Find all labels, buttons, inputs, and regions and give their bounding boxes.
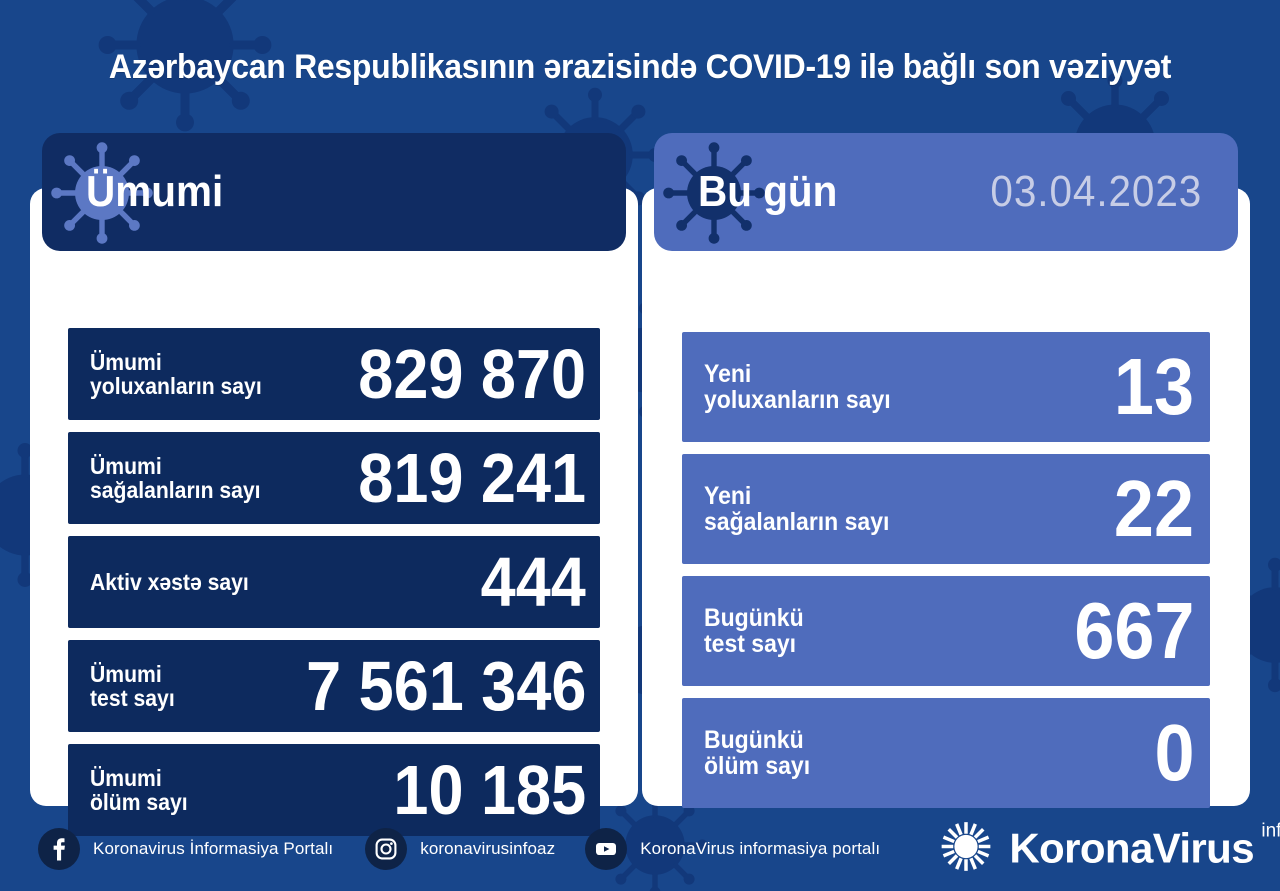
instagram-icon[interactable] bbox=[365, 827, 408, 870]
today-panel-header-label: Bu gün bbox=[698, 167, 838, 216]
social-link-instagram[interactable]: koronavirusinfoaz bbox=[365, 827, 556, 870]
social-label: Koronavirus İnformasiya Portalı bbox=[93, 838, 334, 858]
total-panel-header-label: Ümumi bbox=[86, 167, 224, 216]
social-label: KoronaVirus informasiya portalı bbox=[640, 838, 881, 858]
brand-logo[interactable]: KoronaVirus info bbox=[937, 817, 1280, 880]
stat-value: 829 870 bbox=[358, 334, 586, 413]
page-title-text: Azərbaycan Respublikasının ərazisində CO… bbox=[108, 48, 1172, 86]
stat-row: Yeni sağalanların sayı 22 bbox=[682, 454, 1210, 564]
stat-label: Ümumi test sayı bbox=[90, 660, 175, 711]
today-panel: Bu gün 03.04.2023 Yeni yoluxanların sayı… bbox=[642, 133, 1250, 808]
stat-value: 13 bbox=[1113, 342, 1194, 432]
stat-label: Yeni yoluxanların sayı bbox=[704, 359, 891, 414]
stat-value: 667 bbox=[1073, 586, 1194, 676]
stat-label: Ümumi yoluxanların sayı bbox=[90, 348, 262, 399]
stat-value: 819 241 bbox=[358, 438, 586, 517]
page-title: Azərbaycan Respublikasının ərazisində CO… bbox=[0, 48, 1280, 87]
stat-value: 444 bbox=[480, 542, 586, 621]
virus-icon bbox=[660, 139, 768, 247]
today-stats-list: Yeni yoluxanların sayı 13 Yeni sağalanla… bbox=[642, 188, 1250, 808]
stat-label: Yeni sağalanların sayı bbox=[704, 481, 890, 536]
social-label: koronavirusinfoaz bbox=[420, 838, 556, 858]
facebook-icon[interactable] bbox=[38, 827, 80, 870]
stat-label: Bugünkü test sayı bbox=[704, 603, 804, 658]
social-link-youtube[interactable]: KoronaVirus informasiya portalı bbox=[585, 827, 881, 870]
stat-label: Ümumi ölüm sayı bbox=[90, 764, 188, 815]
youtube-icon[interactable] bbox=[585, 827, 628, 870]
brand-name: KoronaVirus bbox=[1009, 824, 1254, 872]
virus-icon bbox=[48, 139, 156, 247]
stat-value: 22 bbox=[1113, 464, 1194, 554]
brand-wordmark: KoronaVirus info bbox=[1009, 821, 1280, 873]
stat-row: Ümumi yoluxanların sayı 829 870 bbox=[68, 328, 600, 420]
footer: Koronavirus İnformasiya Portalı koronavi… bbox=[0, 806, 1280, 891]
stat-row: Aktiv xəstə sayı 444 bbox=[68, 536, 600, 628]
stat-value: 10 185 bbox=[393, 750, 586, 829]
stat-label: Ümumi sağalanların sayı bbox=[90, 452, 261, 503]
brand-suffix: info bbox=[1261, 820, 1280, 842]
stat-row: Ümumi test sayı 7 561 346 bbox=[68, 640, 600, 732]
stat-row: Ümumi sağalanların sayı 819 241 bbox=[68, 432, 600, 524]
stat-label: Bugünkü ölüm sayı bbox=[704, 725, 811, 780]
stat-row: Ümumi ölüm sayı 10 185 bbox=[68, 744, 600, 836]
stat-label: Aktiv xəstə sayı bbox=[90, 568, 249, 595]
stat-value: 0 bbox=[1153, 708, 1194, 798]
total-panel: Ümumi Ümumi yoluxanların sayı 829 870 Üm… bbox=[30, 133, 638, 836]
stat-value: 7 561 346 bbox=[305, 646, 586, 725]
stat-row: Yeni yoluxanların sayı 13 bbox=[682, 332, 1210, 442]
total-stats-list: Ümumi yoluxanların sayı 829 870 Ümumi sa… bbox=[30, 188, 638, 836]
virus-logo-icon bbox=[937, 817, 995, 880]
social-link-facebook[interactable]: Koronavirus İnformasiya Portalı bbox=[38, 827, 334, 870]
stat-row: Bugünkü ölüm sayı 0 bbox=[682, 698, 1210, 808]
stat-row: Bugünkü test sayı 667 bbox=[682, 576, 1210, 686]
